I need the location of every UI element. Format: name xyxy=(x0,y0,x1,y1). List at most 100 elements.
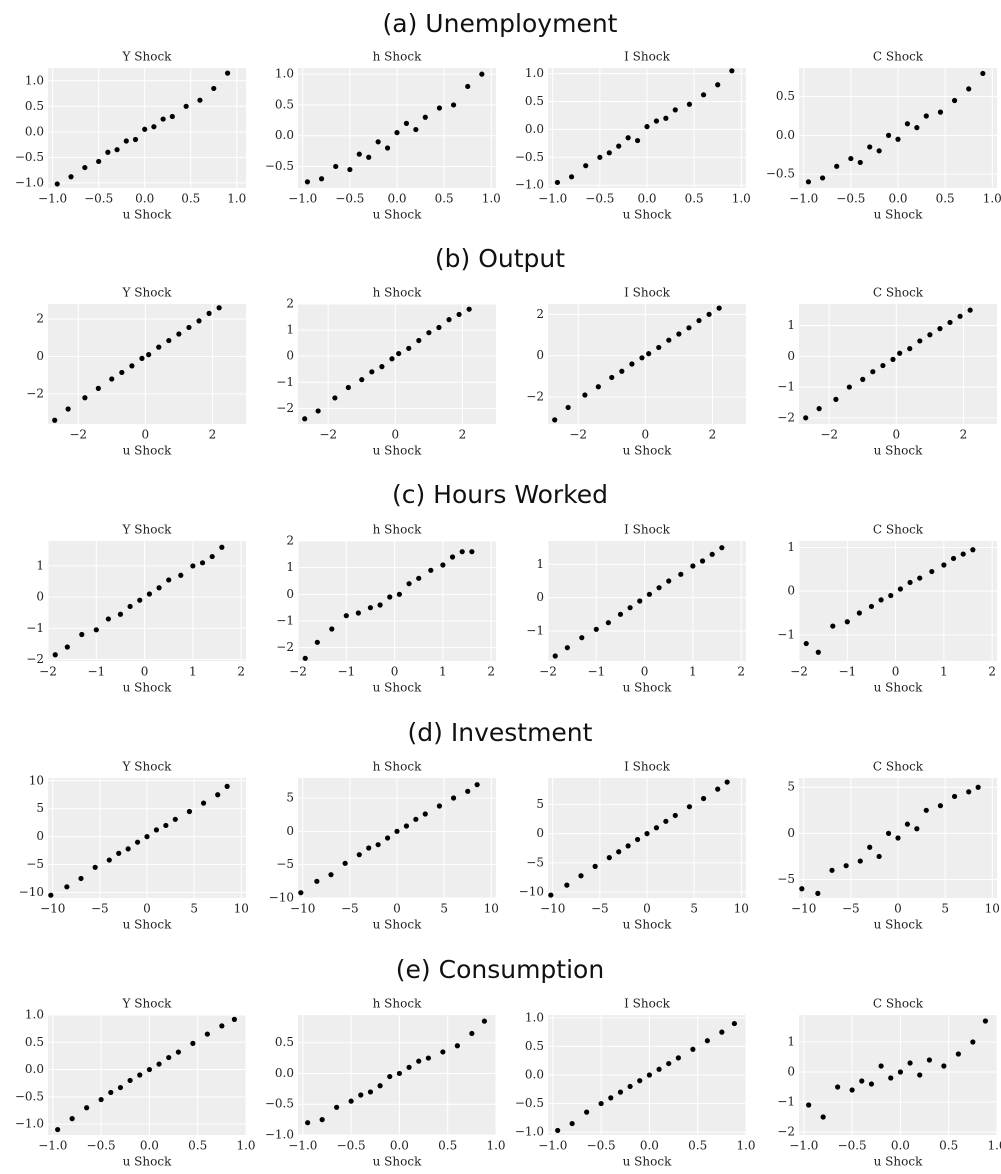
point xyxy=(663,115,669,121)
subplot-title: Y Shock xyxy=(122,760,173,774)
point xyxy=(619,368,625,374)
x-tick-label: −10 xyxy=(290,902,315,916)
x-tick-label: −0.5 xyxy=(84,192,113,206)
subplot: −2 0 2 −2 −1 0 1 C Shock u Shock xyxy=(777,286,997,458)
point xyxy=(672,812,678,819)
point xyxy=(803,640,809,647)
point xyxy=(608,1095,614,1101)
point xyxy=(582,392,588,398)
point xyxy=(565,404,571,411)
point xyxy=(897,350,903,356)
point xyxy=(555,1127,561,1134)
point xyxy=(960,551,966,557)
y-tick-label: −1.0 xyxy=(15,175,44,189)
point xyxy=(216,305,222,311)
point xyxy=(186,324,192,331)
subplot: −2 0 2 −2 0 2 Y Shock u Shock xyxy=(26,286,246,458)
point xyxy=(927,332,933,338)
point xyxy=(955,1051,961,1057)
x-tick-label: 0 xyxy=(641,665,649,679)
x-tick-label: 2 xyxy=(459,428,467,442)
point xyxy=(609,374,615,381)
y-tick-label: 0.5 xyxy=(25,99,44,113)
point xyxy=(805,179,812,185)
point xyxy=(146,352,152,358)
point xyxy=(857,159,863,166)
x-tick-label: −0.5 xyxy=(337,1139,366,1153)
subplot: −10 −5 0 5 10 −10 −5 0 5 h Shock u Shock xyxy=(269,760,499,932)
x-tick-label: −1.0 xyxy=(789,1139,818,1153)
point xyxy=(52,652,58,658)
subplot-title: I Shock xyxy=(624,523,670,537)
y-tick-label: 0.0 xyxy=(525,122,544,136)
point xyxy=(724,779,730,785)
point xyxy=(175,1049,181,1055)
y-tick-label: 1 xyxy=(286,560,294,574)
point xyxy=(715,82,721,88)
y-tick-label: 1.0 xyxy=(525,1010,544,1024)
x-tick-label: 0.5 xyxy=(936,192,955,206)
point xyxy=(686,101,693,107)
subplot: −1.0 −0.5 0.0 0.5 1.0 −1.0 −0.5 0.0 0.5 1.0 I Shoc… xyxy=(515,997,756,1169)
point xyxy=(469,549,475,555)
point xyxy=(917,575,923,581)
point xyxy=(947,319,953,326)
point xyxy=(449,554,456,560)
point xyxy=(117,611,124,617)
x-tick-label: −1.0 xyxy=(38,1139,67,1153)
y-tick-label: 5 xyxy=(536,797,544,811)
x-tick-label: 0 xyxy=(393,902,401,916)
point xyxy=(403,823,410,829)
x-tick-label: 0 xyxy=(894,902,902,916)
point xyxy=(876,148,882,154)
y-tick-label: −1 xyxy=(276,614,294,628)
x-tick-label: −1.0 xyxy=(538,1139,567,1153)
point xyxy=(466,306,472,312)
point xyxy=(334,1104,340,1110)
point xyxy=(923,807,929,813)
x-tick-label: 5 xyxy=(190,902,198,916)
point xyxy=(109,376,115,382)
point xyxy=(616,143,622,149)
point xyxy=(888,1075,894,1081)
subplot-title: Y Shock xyxy=(122,997,173,1011)
x-tick-label: 2 xyxy=(988,665,996,679)
y-tick-label: 0 xyxy=(787,349,795,363)
subplot-title: Y Shock xyxy=(122,286,173,300)
point xyxy=(686,325,692,331)
point xyxy=(190,1040,196,1046)
x-tick-label: −2 xyxy=(790,665,808,679)
x-tick-label: 1.0 xyxy=(987,1139,1001,1153)
point xyxy=(731,1020,738,1027)
point xyxy=(369,369,375,375)
y-tick-label: −1.0 xyxy=(515,178,544,192)
x-axis-label: u Shock xyxy=(123,1155,172,1169)
x-tick-label: 2 xyxy=(709,428,717,442)
section-title: (c) Hours Worked xyxy=(392,480,608,509)
point xyxy=(465,83,471,90)
x-tick-label: 5 xyxy=(941,902,949,916)
x-tick-label: 1.0 xyxy=(732,192,751,206)
point xyxy=(366,154,372,160)
point xyxy=(867,844,873,850)
y-tick-label: 0.5 xyxy=(525,94,544,108)
point xyxy=(314,878,320,884)
y-tick-label: 0 xyxy=(536,826,544,840)
point xyxy=(318,176,325,182)
point xyxy=(219,544,225,550)
plot-area xyxy=(548,304,746,424)
point xyxy=(375,139,381,145)
x-tick-label: −2 xyxy=(289,665,307,679)
x-tick-label: −1.0 xyxy=(38,192,67,206)
y-tick-label: 0 xyxy=(36,590,44,604)
y-tick-label: 0 xyxy=(36,349,44,363)
point xyxy=(204,1031,210,1037)
x-tick-label: 1.0 xyxy=(983,192,1001,206)
subplot: −2 0 2 −2 0 2 I Shock u Shock xyxy=(526,286,746,458)
point xyxy=(105,149,111,155)
point xyxy=(82,164,88,171)
point xyxy=(579,635,585,641)
point xyxy=(422,811,428,817)
point xyxy=(593,626,599,632)
y-tick-label: 0 xyxy=(286,587,294,601)
